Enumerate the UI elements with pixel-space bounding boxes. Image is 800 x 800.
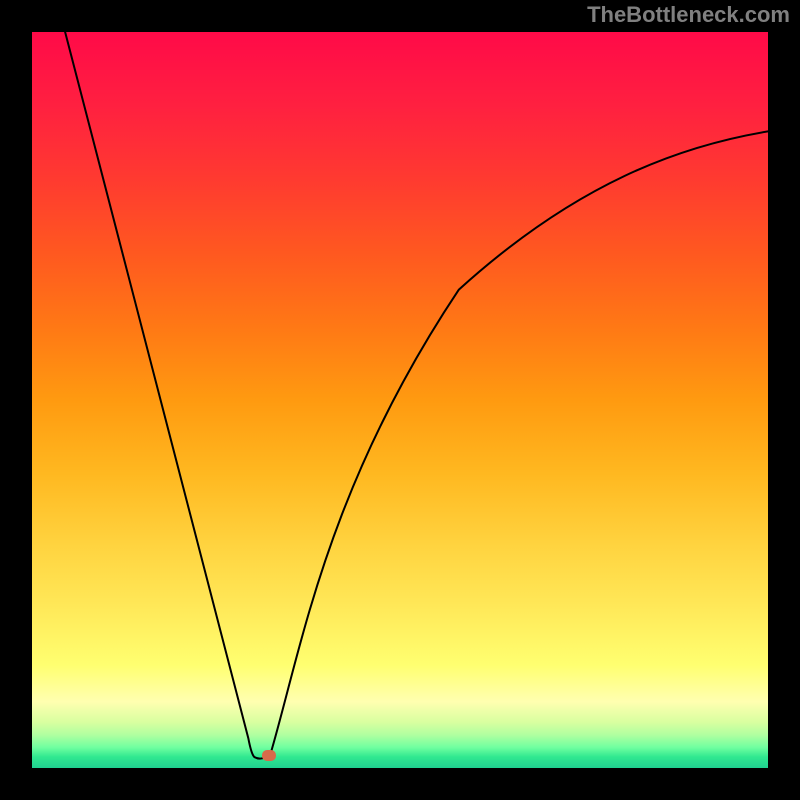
watermark-text: TheBottleneck.com	[587, 2, 790, 28]
chart-container: TheBottleneck.com	[0, 0, 800, 800]
chart-gradient-background	[32, 32, 768, 768]
bottleneck-chart	[0, 0, 800, 800]
optimal-point-marker	[262, 750, 276, 761]
